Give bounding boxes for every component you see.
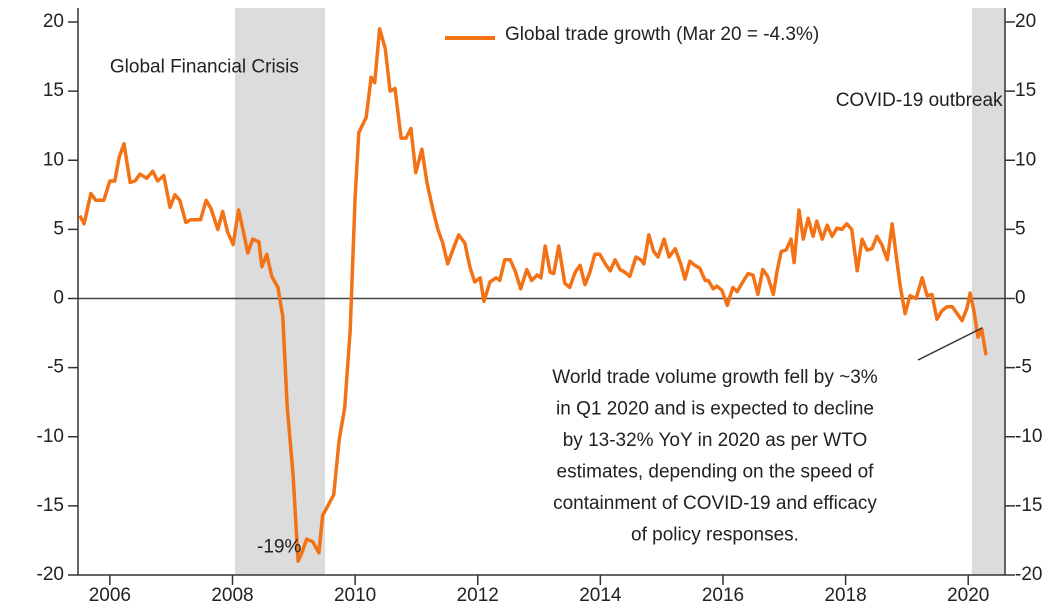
note-line: in Q1 2020 and is expected to decline — [556, 399, 874, 420]
y-tick-label: -5 — [47, 357, 64, 378]
x-tick-label: 2006 — [89, 585, 131, 606]
x-tick-label: 2020 — [947, 585, 989, 606]
y-tick-label: -10 — [37, 426, 64, 447]
y-tick-label: -15 — [37, 495, 64, 516]
y-tick-label: 20 — [43, 11, 64, 32]
shaded-period — [971, 8, 1005, 575]
annotation: -19% — [257, 536, 301, 557]
y-tick-label: 0 — [53, 288, 64, 309]
data-line — [78, 27, 988, 563]
note-line: estimates, depending on the speed of — [557, 462, 875, 483]
note-line: World trade volume growth fell by ~3% — [552, 367, 878, 388]
y2-tick-label: -5 — [1015, 357, 1032, 378]
x-tick-label: 2018 — [824, 585, 866, 606]
y2-tick-label: -20 — [1015, 564, 1042, 585]
x-tick-label: 2016 — [702, 585, 744, 606]
y-tick-label: 5 — [53, 218, 64, 239]
annotation: Global Financial Crisis — [110, 57, 299, 78]
note-line: containment of COVID-19 and efficacy — [553, 493, 877, 514]
note-line: of policy responses. — [631, 525, 799, 546]
x-tick-label: 2008 — [211, 585, 253, 606]
x-tick-label: 2012 — [457, 585, 499, 606]
y2-tick-label: 10 — [1015, 149, 1036, 170]
note-line: by 13-32% YoY in 2020 as per WTO — [563, 430, 868, 451]
y2-tick-label: 0 — [1015, 288, 1026, 309]
y2-tick-label: 20 — [1015, 11, 1036, 32]
annotation: COVID-19 outbreak — [836, 90, 1003, 111]
x-tick-label: 2014 — [579, 585, 622, 606]
y-tick-label: -20 — [37, 564, 64, 585]
y-tick-label: 10 — [43, 149, 64, 170]
y-tick-label: 15 — [43, 80, 64, 101]
y2-tick-label: 15 — [1015, 80, 1036, 101]
y2-tick-label: -15 — [1015, 495, 1042, 516]
x-tick-label: 2010 — [334, 585, 376, 606]
y2-tick-label: 5 — [1015, 218, 1026, 239]
note-pointer — [917, 327, 983, 361]
y2-tick-label: -10 — [1015, 426, 1042, 447]
legend-label: Global trade growth (Mar 20 = -4.3%) — [505, 24, 819, 45]
